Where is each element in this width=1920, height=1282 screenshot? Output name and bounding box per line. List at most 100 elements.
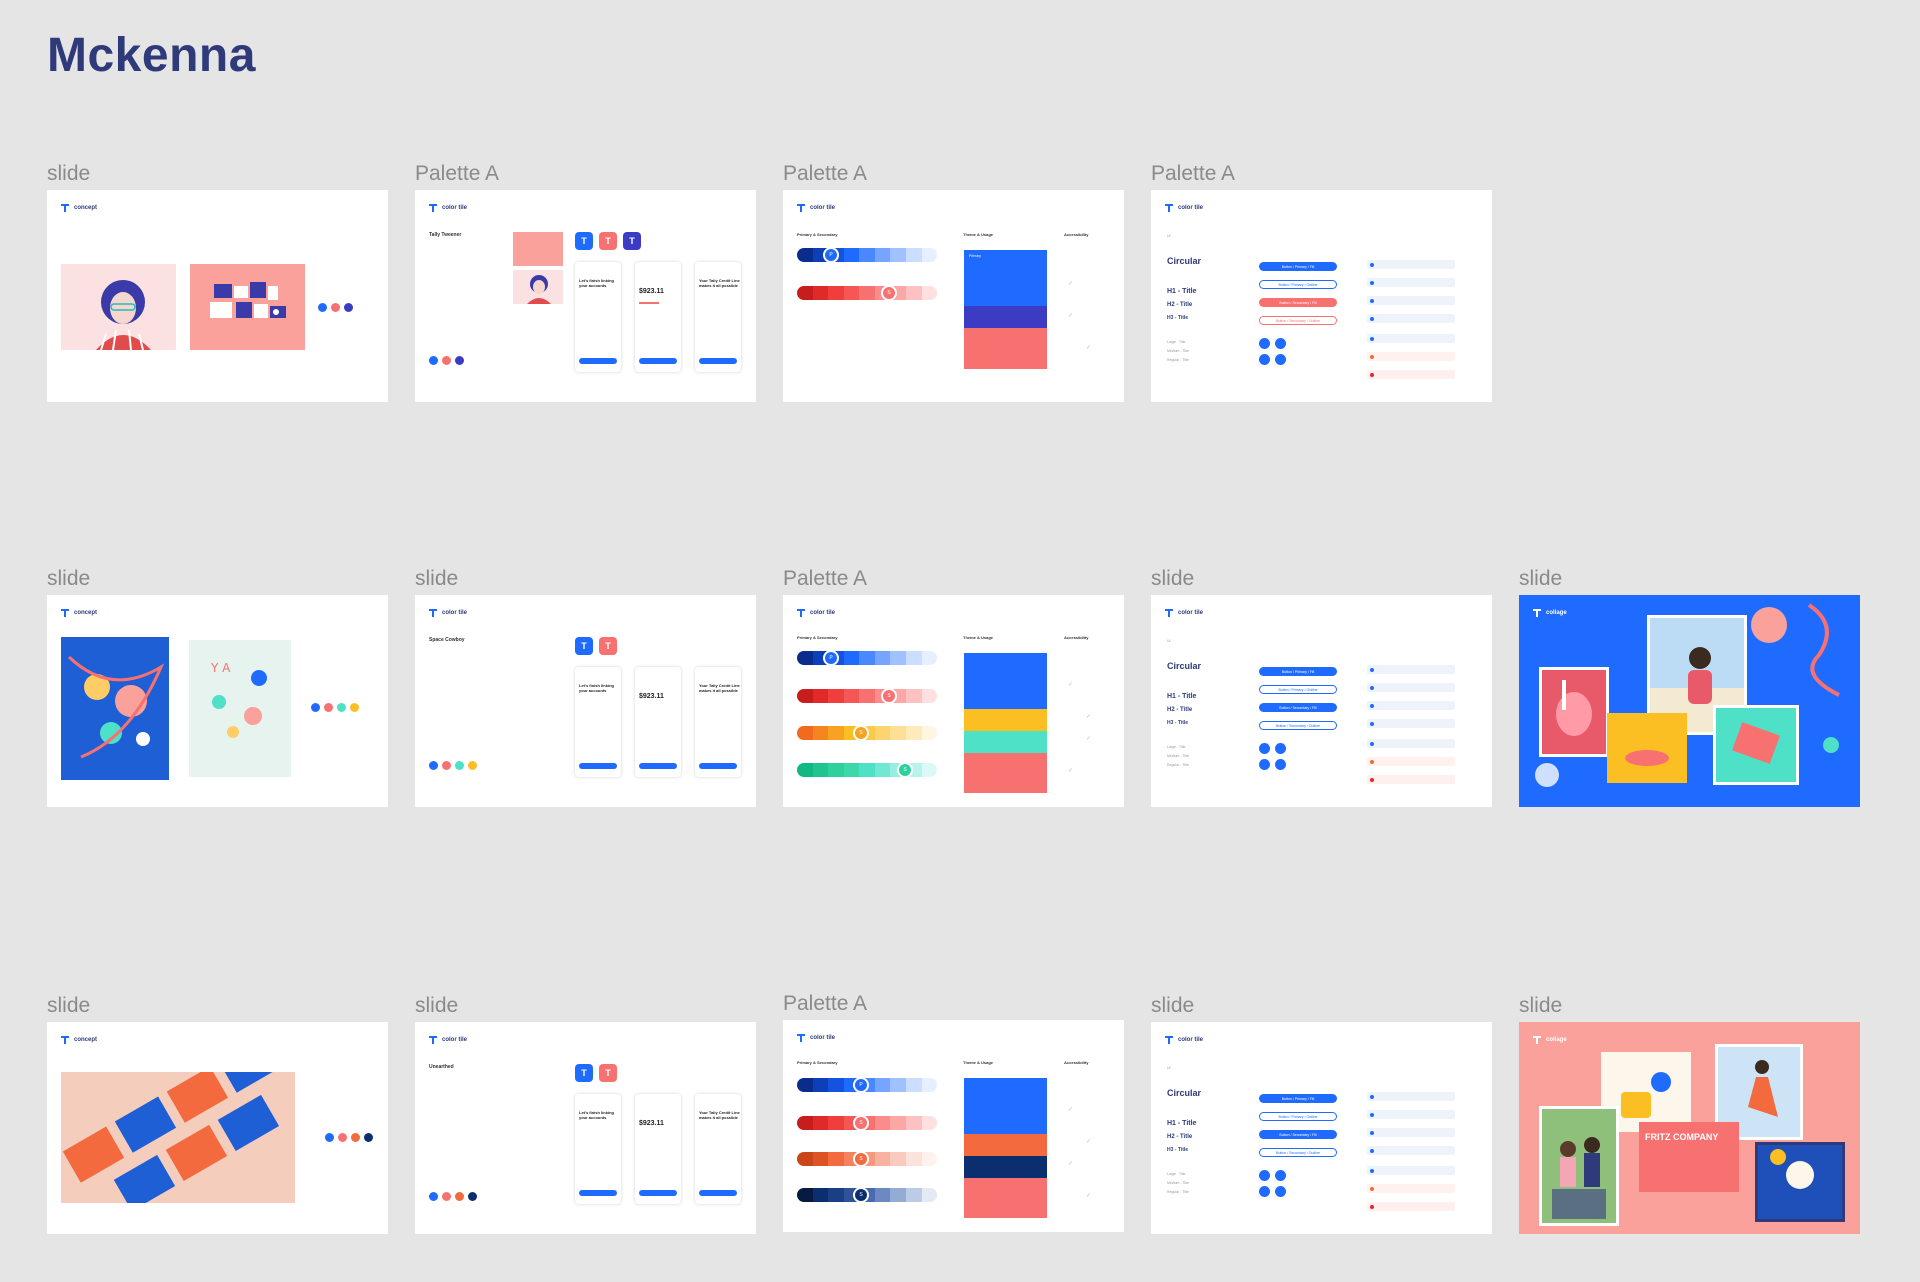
circle-button[interactable] bbox=[1275, 743, 1286, 754]
demo-button-primary[interactable]: Button / Primary / Fill bbox=[1259, 1094, 1337, 1103]
demo-button-secondary[interactable]: Button / Secondary / Fill bbox=[1259, 298, 1337, 307]
scale-knob[interactable]: P bbox=[823, 650, 839, 666]
demo-input[interactable] bbox=[1367, 701, 1455, 710]
type-h3: H3 - Title bbox=[1167, 1147, 1189, 1153]
circle-button[interactable] bbox=[1275, 759, 1286, 770]
circle-button[interactable] bbox=[1259, 1170, 1270, 1181]
phone-screen: Your Tally Credit Line makes it all poss… bbox=[695, 1094, 741, 1204]
poster-space bbox=[61, 637, 169, 780]
frame-canvas[interactable]: concept bbox=[47, 190, 388, 402]
frame-canvas[interactable]: color tile Unearthed T T Let's finish li… bbox=[415, 1022, 756, 1234]
demo-input[interactable] bbox=[1367, 278, 1455, 287]
demo-input[interactable] bbox=[1367, 1110, 1455, 1119]
demo-input[interactable] bbox=[1367, 1146, 1455, 1155]
frame-canvas[interactable]: color tile Primary & Secondary Theme & U… bbox=[783, 190, 1124, 402]
brand-label: color tile bbox=[810, 610, 836, 616]
brand-mark: color tile bbox=[1165, 1036, 1203, 1044]
scale-knob[interactable]: S bbox=[853, 1151, 869, 1167]
demo-button-primary-outline[interactable]: Button / Primary / Outline bbox=[1259, 1112, 1337, 1121]
frame-canvas[interactable]: color tile Primary & Secondary Theme & U… bbox=[783, 1020, 1124, 1232]
phone-screen: $923.11 bbox=[635, 1094, 681, 1204]
illustration-stamps bbox=[190, 264, 305, 350]
frame-canvas[interactable]: concept bbox=[47, 1022, 388, 1234]
frame-canvas[interactable]: color tile Primary & Secondary Theme & U… bbox=[783, 595, 1124, 807]
section-heading: Accessibility bbox=[1064, 635, 1089, 640]
photo-packaging bbox=[61, 1072, 295, 1203]
scale-knob[interactable]: S bbox=[853, 1187, 869, 1203]
frame-label: slide bbox=[1519, 567, 1563, 590]
palette-dot bbox=[324, 703, 333, 712]
palette-dots bbox=[318, 303, 353, 312]
frame-canvas[interactable]: color tile Space Cowboy T T Let's finish… bbox=[415, 595, 756, 807]
demo-input-error[interactable] bbox=[1367, 370, 1455, 379]
demo-button-primary[interactable]: Button / Primary / Fill bbox=[1259, 262, 1337, 271]
circle-button[interactable] bbox=[1259, 759, 1270, 770]
demo-button-secondary-outline[interactable]: Button / Secondary / Outline bbox=[1259, 1148, 1337, 1157]
scale-knob[interactable]: P bbox=[853, 1077, 869, 1093]
color-scale-red bbox=[797, 286, 937, 300]
slide-heading: Tally Tweener bbox=[429, 232, 462, 238]
demo-input[interactable] bbox=[1367, 1128, 1455, 1137]
brand-label: concept bbox=[74, 610, 98, 616]
app-icon: T bbox=[599, 1064, 617, 1082]
frame-label: slide bbox=[47, 162, 91, 185]
demo-button-secondary-outline[interactable]: Button / Secondary / Outline bbox=[1259, 316, 1337, 325]
frame-canvas[interactable]: color tile UI Circular H1 - Title H2 - T… bbox=[1151, 595, 1492, 807]
demo-input[interactable] bbox=[1367, 683, 1455, 692]
demo-input[interactable] bbox=[1367, 1092, 1455, 1101]
palette-dot bbox=[429, 1192, 438, 1201]
circle-button[interactable] bbox=[1259, 354, 1270, 365]
demo-button-primary-outline[interactable]: Button / Primary / Outline bbox=[1259, 685, 1337, 694]
scale-knob[interactable]: S bbox=[881, 285, 897, 301]
frame-canvas[interactable]: color tile UI Circular H1 - Title H2 - T… bbox=[1151, 190, 1492, 402]
palette-dot bbox=[455, 761, 464, 770]
circle-button[interactable] bbox=[1275, 338, 1286, 349]
demo-input[interactable] bbox=[1367, 314, 1455, 323]
scale-knob[interactable]: S bbox=[881, 688, 897, 704]
demo-input[interactable] bbox=[1367, 296, 1455, 305]
demo-input-warning[interactable] bbox=[1367, 352, 1455, 361]
frame-canvas[interactable]: concept Y A bbox=[47, 595, 388, 807]
frame-canvas[interactable]: color tile Tally Tweener T T T Let's fin… bbox=[415, 190, 756, 402]
demo-input-error[interactable] bbox=[1367, 775, 1455, 784]
circle-button[interactable] bbox=[1275, 1170, 1286, 1181]
scale-knob[interactable]: S bbox=[853, 725, 869, 741]
demo-input-error[interactable] bbox=[1367, 1202, 1455, 1211]
frame-canvas[interactable]: collage bbox=[1519, 595, 1860, 807]
frame-canvas[interactable]: color tile UI Circular H1 - Title H2 - T… bbox=[1151, 1022, 1492, 1234]
demo-button-primary[interactable]: Button / Primary / Fill bbox=[1259, 667, 1337, 676]
circle-button[interactable] bbox=[1259, 338, 1270, 349]
demo-input[interactable] bbox=[1367, 739, 1455, 748]
tile-logo-icon bbox=[1165, 1036, 1173, 1044]
scale-knob[interactable]: P bbox=[823, 247, 839, 263]
demo-input[interactable] bbox=[1367, 665, 1455, 674]
brand-mark: collage bbox=[1533, 609, 1567, 617]
demo-input[interactable] bbox=[1367, 334, 1455, 343]
circle-button[interactable] bbox=[1275, 1186, 1286, 1197]
demo-button-secondary[interactable]: Button / Secondary / Fill bbox=[1259, 1130, 1337, 1139]
frame-canvas[interactable]: collage FRITZ COMPANY bbox=[1519, 1022, 1860, 1234]
type-font: Circular bbox=[1167, 1088, 1202, 1098]
demo-input[interactable] bbox=[1367, 719, 1455, 728]
demo-button-secondary[interactable]: Button / Secondary / Fill bbox=[1259, 703, 1337, 712]
brand-mark: color tile bbox=[797, 204, 835, 212]
circle-button[interactable] bbox=[1275, 354, 1286, 365]
type-font: Circular bbox=[1167, 661, 1202, 671]
demo-input[interactable] bbox=[1367, 1166, 1455, 1175]
demo-input[interactable] bbox=[1367, 260, 1455, 269]
app-icon: T bbox=[623, 232, 641, 250]
circle-button[interactable] bbox=[1259, 1186, 1270, 1197]
color-scale-red bbox=[797, 689, 937, 703]
demo-button-secondary-outline[interactable]: Button / Secondary / Outline bbox=[1259, 721, 1337, 730]
slide-heading: Unearthed bbox=[429, 1064, 454, 1070]
brand-label: color tile bbox=[810, 205, 836, 211]
brand-label: collage bbox=[1546, 610, 1567, 616]
scale-knob[interactable]: S bbox=[853, 1115, 869, 1131]
demo-input-warning[interactable] bbox=[1367, 1184, 1455, 1193]
scale-knob[interactable]: S bbox=[897, 762, 913, 778]
demo-button-primary-outline[interactable]: Button / Primary / Outline bbox=[1259, 280, 1337, 289]
circle-button[interactable] bbox=[1259, 743, 1270, 754]
demo-input-warning[interactable] bbox=[1367, 757, 1455, 766]
frame-label: Palette A bbox=[415, 162, 500, 185]
palette-dot bbox=[325, 1133, 334, 1142]
